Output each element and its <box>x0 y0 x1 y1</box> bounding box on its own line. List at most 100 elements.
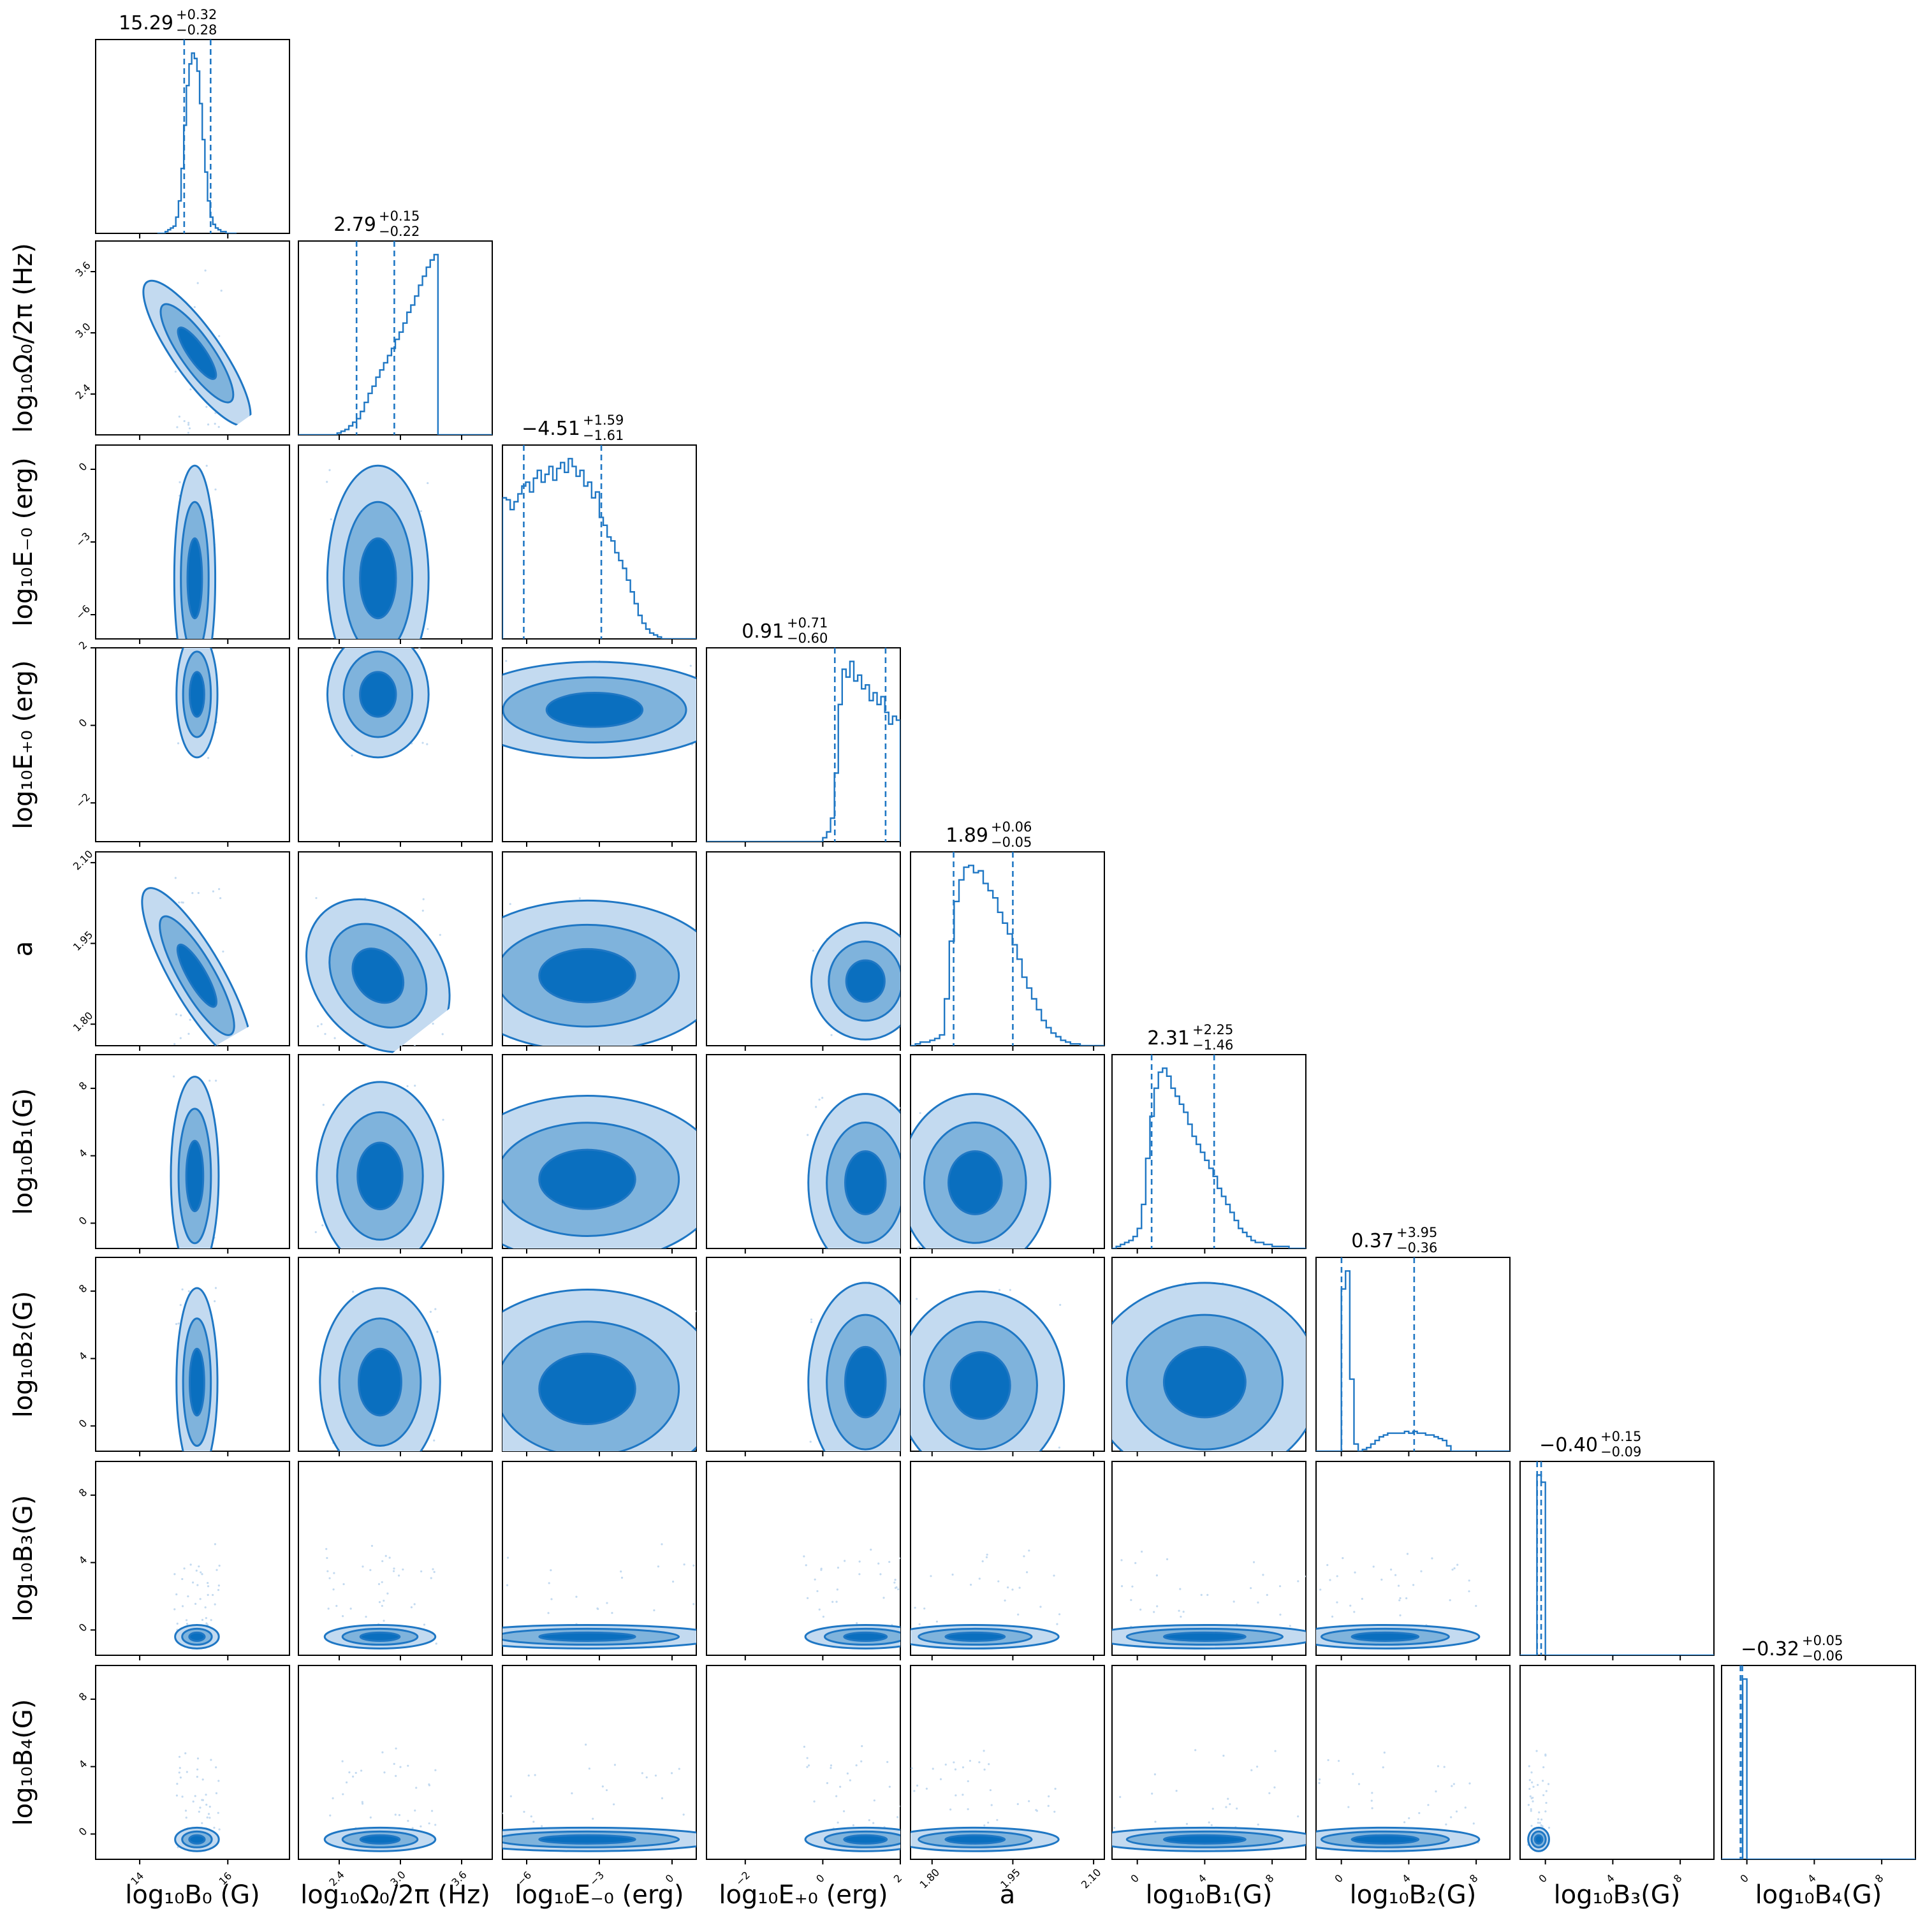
scatter-point <box>200 1571 202 1574</box>
scatter-point <box>406 1085 409 1088</box>
x-axis-label-Omega0: log₁₀Ω₀/2π (Hz) <box>300 1880 490 1910</box>
y-tick-label: 8 <box>77 1690 90 1704</box>
scatter-point <box>1451 1785 1453 1787</box>
scatter-point <box>1056 1623 1058 1625</box>
scatter-point <box>904 1547 906 1549</box>
panel-Em0-vs-B0: −6 −3 0 <box>73 444 290 644</box>
marginal-title-median: −0.32 <box>1741 1638 1799 1660</box>
scatter-point <box>830 1034 833 1036</box>
scatter-point <box>187 1032 190 1036</box>
x-tick-label: 0 <box>1738 1872 1751 1885</box>
scatter-point <box>1310 1818 1312 1820</box>
scatter-point <box>176 645 178 647</box>
scatter-point <box>179 1037 182 1039</box>
scatter-point <box>197 891 200 895</box>
scatter-point <box>953 1761 955 1764</box>
scatter-point <box>1208 1821 1210 1824</box>
marginal-title-plus: +0.71 <box>787 615 828 631</box>
scatter-point <box>585 1743 587 1746</box>
scatter-point <box>191 1255 193 1257</box>
scatter-point <box>1450 1816 1453 1819</box>
scatter-point <box>695 1310 696 1312</box>
scatter-point <box>701 1241 703 1243</box>
scatter-point <box>1306 1754 1308 1756</box>
scatter-point <box>1318 1782 1321 1784</box>
scatter-point <box>196 1584 199 1586</box>
histogram-line <box>911 865 1104 1046</box>
scatter-point <box>415 1787 418 1789</box>
scatter-point <box>1542 1794 1545 1797</box>
contour-level-2 <box>538 1834 636 1845</box>
panel-B1-vs-a <box>910 1054 1105 1254</box>
panel-B2-vs-Em0 <box>502 1257 701 1456</box>
scatter-point <box>331 647 333 648</box>
panel-B4-vs-B4: −0.32 +0.05−0.060 4 8 <box>1721 1633 1916 1885</box>
scatter-point <box>218 888 221 890</box>
scatter-point <box>897 1588 900 1591</box>
contour-level-2 <box>1162 1631 1247 1642</box>
scatter-point <box>351 1775 355 1778</box>
scatter-point <box>333 1037 336 1039</box>
scatter-point <box>213 1455 215 1457</box>
scatter-point <box>201 1799 204 1801</box>
scatter-point <box>905 1415 907 1417</box>
scatter-point <box>641 1772 643 1775</box>
scatter-point <box>1545 1801 1548 1804</box>
scatter-point <box>204 1606 207 1609</box>
scatter-point <box>186 1771 188 1773</box>
scatter-point <box>195 1569 198 1572</box>
histogram-line <box>1520 1474 1714 1655</box>
scatter-point <box>1342 1557 1344 1560</box>
y-tick-label: 0 <box>77 460 90 474</box>
scatter-point <box>321 1224 324 1227</box>
scatter-point <box>217 1584 220 1587</box>
y-tick-label: 4 <box>77 1553 90 1567</box>
scatter-point <box>326 1556 328 1560</box>
y-axis-label-Ep0: log₁₀E₊₀ (erg) <box>9 660 38 829</box>
scatter-point <box>1058 1613 1061 1616</box>
scatter-point <box>1025 1571 1028 1574</box>
scatter-point <box>378 1600 381 1604</box>
scatter-point <box>179 481 181 483</box>
scatter-point <box>699 1360 701 1362</box>
contour-level-2 <box>845 959 886 1003</box>
scatter-point <box>175 1013 178 1016</box>
scatter-point <box>1371 1807 1373 1810</box>
scatter-point <box>325 1548 328 1550</box>
scatter-point <box>183 1567 186 1570</box>
scatter-point <box>812 949 815 952</box>
scatter-point <box>955 1794 957 1797</box>
scatter-point <box>1382 1766 1384 1769</box>
contour-level-2 <box>844 1345 887 1419</box>
scatter-point <box>1016 1803 1019 1806</box>
scatter-point <box>214 1543 217 1546</box>
marginal-title-median: 2.31 <box>1147 1027 1190 1050</box>
scatter-point <box>858 1573 861 1576</box>
scatter-point <box>807 1134 809 1136</box>
scatter-point <box>935 1620 939 1623</box>
contour-level-2 <box>189 671 205 718</box>
scatter-point <box>1326 1563 1329 1567</box>
scatter-point <box>981 1560 984 1563</box>
marginal-title-minus: −0.60 <box>787 631 828 646</box>
scatter-point <box>181 1577 184 1581</box>
scatter-point <box>893 1581 896 1584</box>
scatter-point <box>177 1453 179 1455</box>
scatter-point <box>1331 1615 1334 1618</box>
scatter-point <box>178 1755 181 1758</box>
panel-B0-vs-B0: 15.29 +0.32−0.28 <box>95 7 290 238</box>
scatter-point <box>174 370 177 373</box>
scatter-point <box>177 1322 180 1325</box>
scatter-point <box>183 420 186 423</box>
scatter-point <box>209 1079 211 1082</box>
scatter-point <box>1252 1561 1255 1563</box>
scatter-point <box>413 1603 416 1606</box>
scatter-point <box>809 1440 812 1443</box>
panel-B3-vs-Ep0 <box>706 1461 906 1660</box>
scatter-point <box>913 1790 916 1792</box>
scatter-point <box>925 1787 928 1790</box>
scatter-point <box>894 1578 896 1581</box>
scatter-point <box>179 643 181 645</box>
contour-level-2 <box>189 1347 205 1417</box>
